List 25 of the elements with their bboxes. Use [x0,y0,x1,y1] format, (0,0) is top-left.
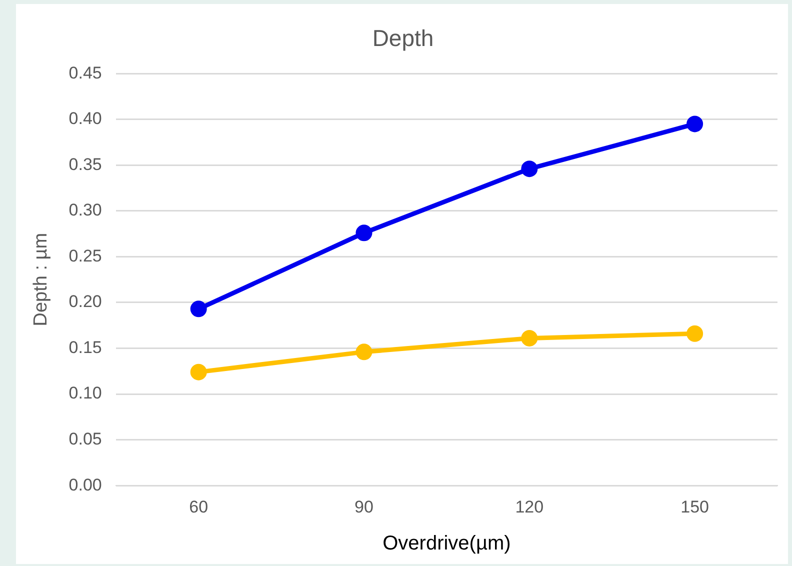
y-tick-label: 0.40 [68,109,102,128]
x-tick-label: 150 [680,497,709,516]
point [686,116,704,132]
y-tick-label: 0.05 [68,430,102,449]
point [356,224,372,242]
point [190,300,207,318]
y-tick-label: 0.30 [68,200,102,220]
point [686,325,704,342]
y-tick-label: 0.10 [68,384,102,403]
y-tick-label: 0.25 [68,246,102,266]
x-tick-label: 90 [354,497,374,516]
x-tick-label: 120 [515,497,544,516]
point [356,344,372,360]
y-tick-label: 0.15 [68,338,102,357]
chart-title: Depth [372,25,434,52]
y-tick-label: 0.45 [68,63,102,82]
point [521,330,538,346]
point [521,160,538,178]
y-tick-label: 0.20 [68,292,102,312]
x-tick-label: 60 [189,497,208,516]
x-axis-title: Overdrive(µm) [382,532,511,555]
y-tick-label: 0.35 [68,154,102,174]
point [190,364,207,380]
y-tick-label: 0.00 [68,475,102,494]
y-axis-title: Depth : µm [30,232,52,326]
